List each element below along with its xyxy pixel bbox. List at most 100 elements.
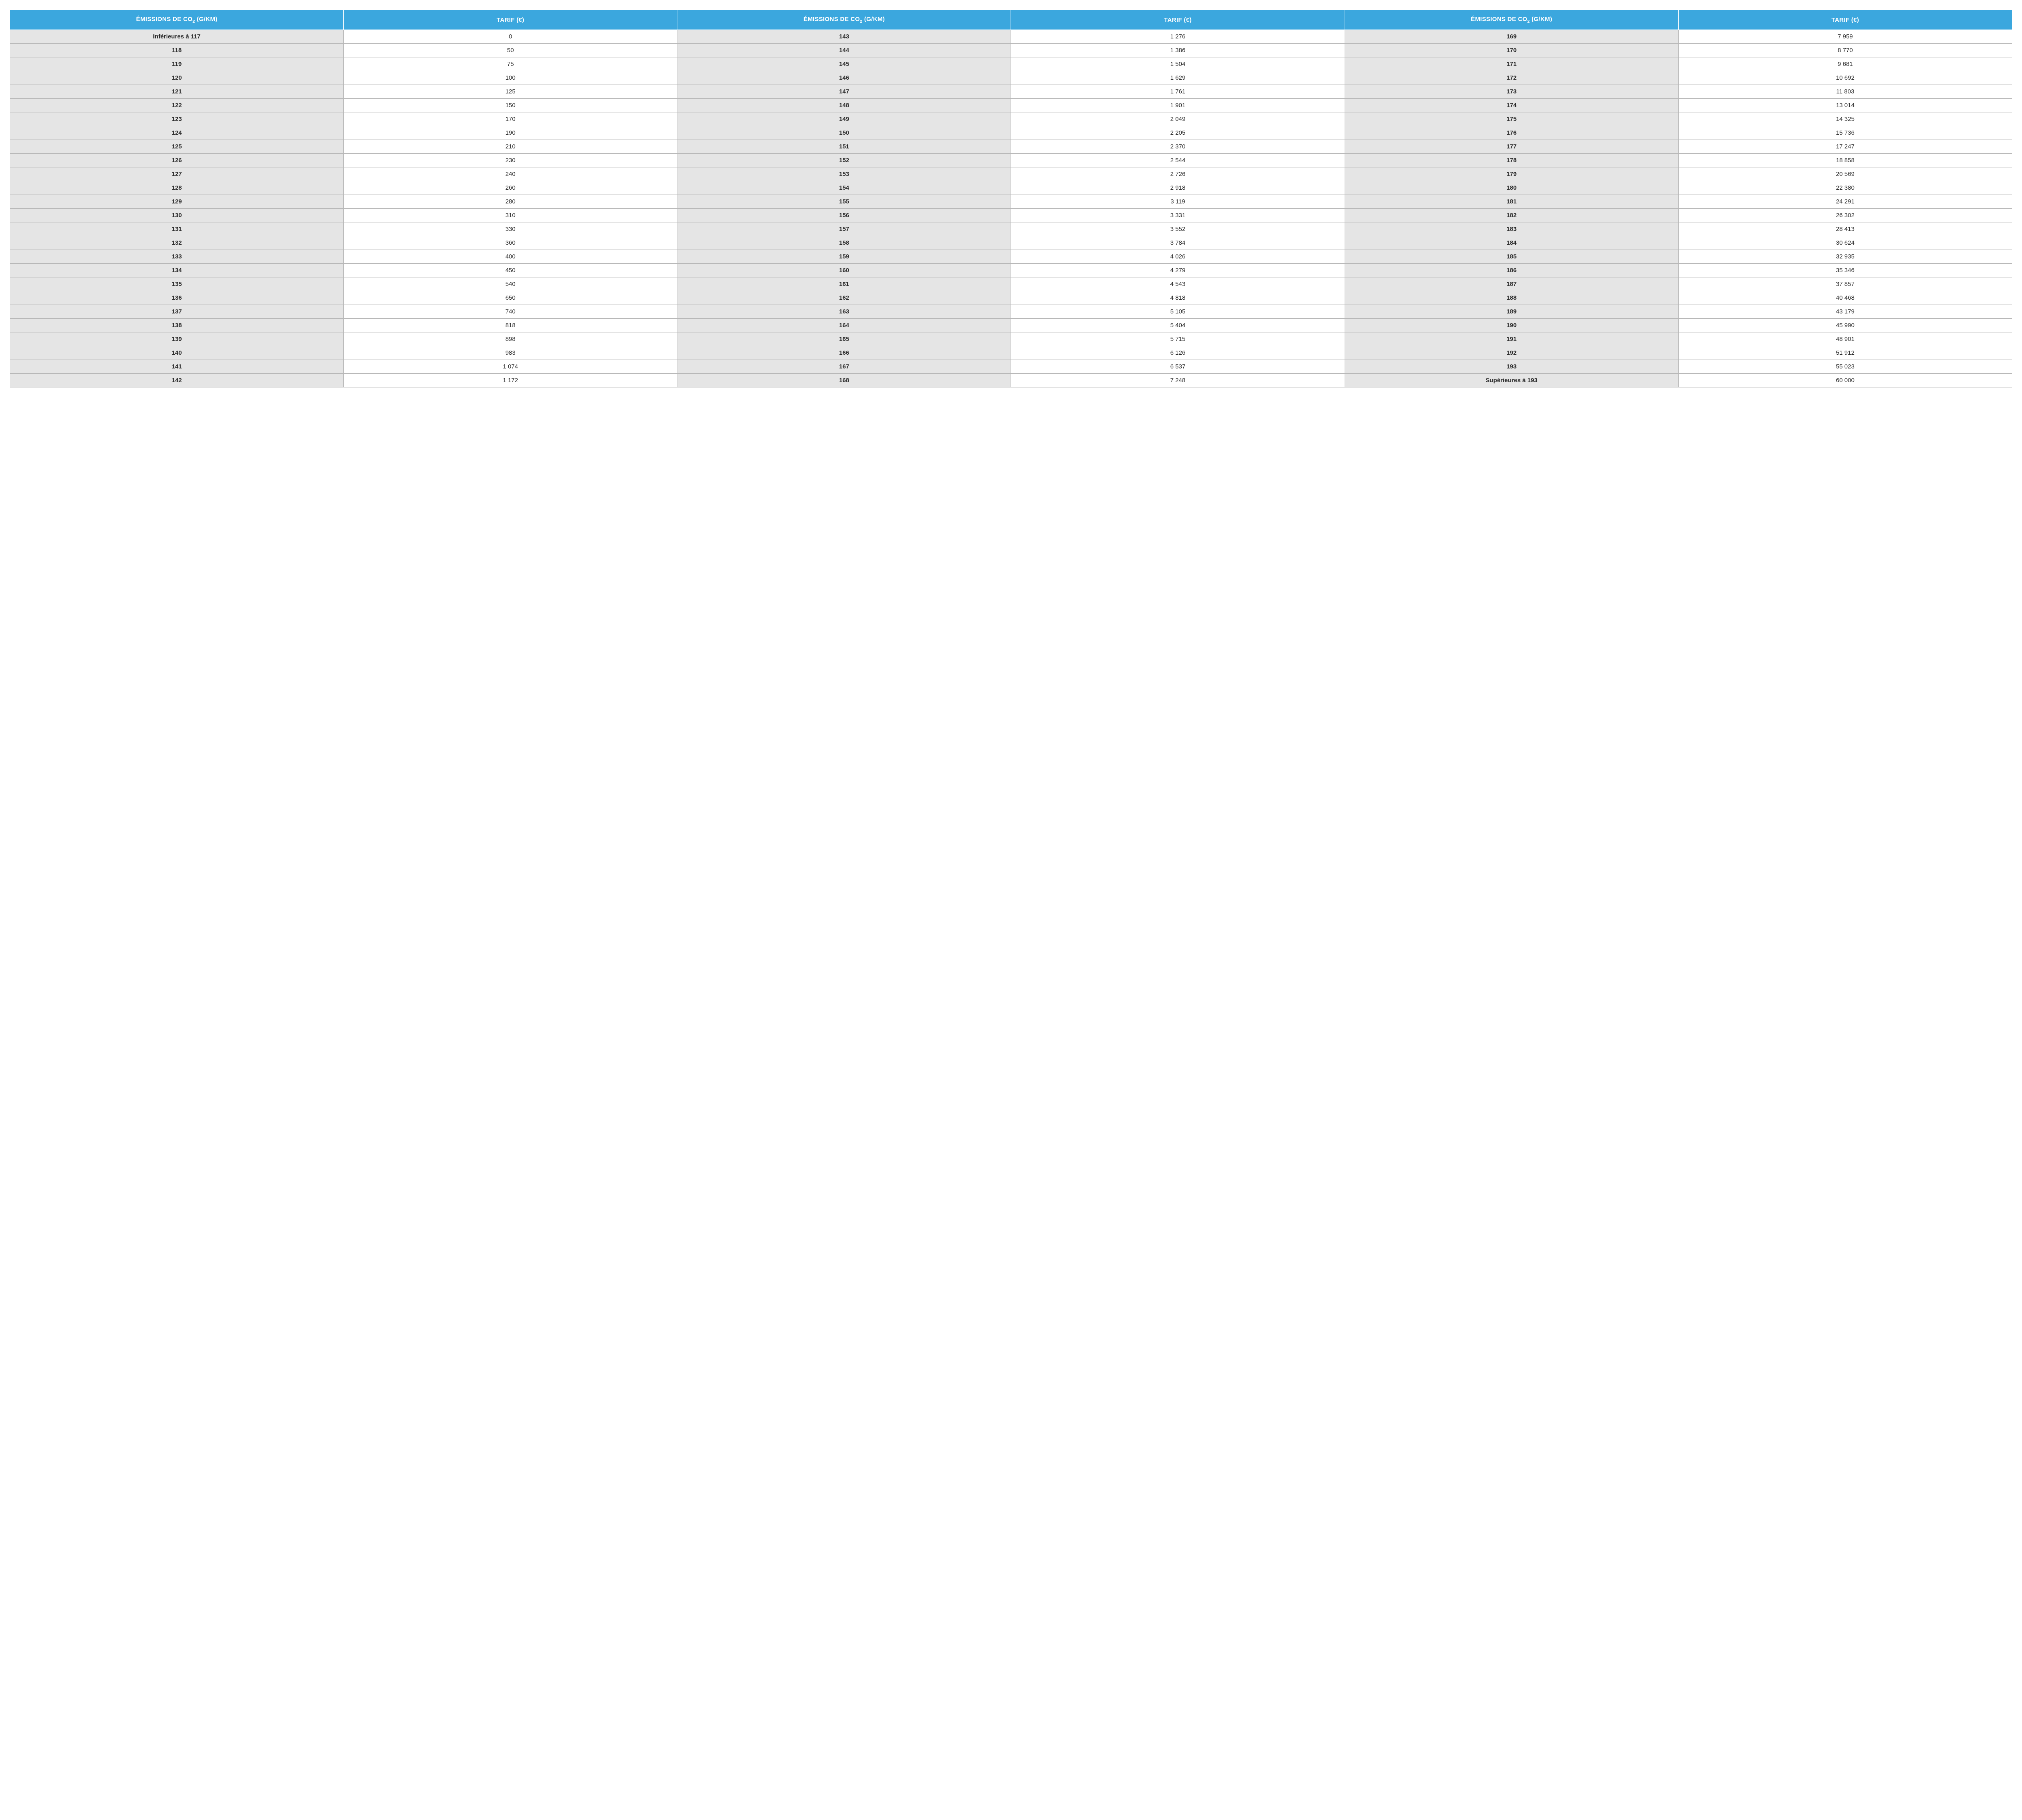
tarif-cell: 60 000: [1678, 374, 2012, 387]
table-body: Inférieures à 11701431 2761697 959118501…: [10, 30, 2012, 387]
table-row: 119751451 5041719 681: [10, 57, 2012, 71]
table-row: 1334001594 02618532 935: [10, 250, 2012, 264]
emission-cell: 150: [677, 126, 1011, 140]
tarif-cell: 170: [344, 112, 677, 126]
table-row: 1313301573 55218328 413: [10, 222, 2012, 236]
emission-cell: 119: [10, 57, 344, 71]
emission-cell: 126: [10, 154, 344, 167]
emission-cell: 160: [677, 264, 1011, 277]
tarif-cell: 0: [344, 30, 677, 44]
table-row: 1344501604 27918635 346: [10, 264, 2012, 277]
header-emissions-suffix: (g/km): [863, 16, 885, 23]
emission-cell: 184: [1345, 236, 1678, 250]
tarif-cell: 1 386: [1011, 44, 1345, 57]
tarif-cell: 28 413: [1678, 222, 2012, 236]
tarif-cell: 11 803: [1678, 85, 2012, 99]
emission-cell: 141: [10, 360, 344, 374]
table-row: 1411 0741676 53719355 023: [10, 360, 2012, 374]
emission-cell: 153: [677, 167, 1011, 181]
tarif-cell: 18 858: [1678, 154, 2012, 167]
col-header-emissions-1: ÉMISSIONS DE CO2 (g/km): [10, 10, 344, 30]
emission-cell: 190: [1345, 319, 1678, 332]
tarif-cell: 6 537: [1011, 360, 1345, 374]
emission-cell: Inférieures à 117: [10, 30, 344, 44]
tarif-cell: 540: [344, 277, 677, 291]
tarif-cell: 4 818: [1011, 291, 1345, 305]
tarif-cell: 150: [344, 99, 677, 112]
tarif-cell: 1 761: [1011, 85, 1345, 99]
emission-cell: 185: [1345, 250, 1678, 264]
emission-cell: 161: [677, 277, 1011, 291]
emission-cell: 118: [10, 44, 344, 57]
tarif-cell: 3 331: [1011, 209, 1345, 222]
tarif-cell: 37 857: [1678, 277, 2012, 291]
tarif-cell: 125: [344, 85, 677, 99]
emission-cell: 144: [677, 44, 1011, 57]
col-header-tarif-2: TARIF (€): [1011, 10, 1345, 30]
emission-cell: 124: [10, 126, 344, 140]
emission-cell: 163: [677, 305, 1011, 319]
table-row: 1388181645 40419045 990: [10, 319, 2012, 332]
emission-cell: 165: [677, 332, 1011, 346]
table-row: 1355401614 54318737 857: [10, 277, 2012, 291]
tarif-cell: 2 544: [1011, 154, 1345, 167]
table-header: ÉMISSIONS DE CO2 (g/km) TARIF (€) ÉMISSI…: [10, 10, 2012, 30]
emission-cell: 177: [1345, 140, 1678, 154]
tarif-cell: 983: [344, 346, 677, 360]
tarif-cell: 210: [344, 140, 677, 154]
emission-cell: 134: [10, 264, 344, 277]
emission-cell: 179: [1345, 167, 1678, 181]
emission-cell: 142: [10, 374, 344, 387]
emission-cell: 187: [1345, 277, 1678, 291]
tarif-cell: 1 629: [1011, 71, 1345, 85]
emission-cell: 139: [10, 332, 344, 346]
tarif-cell: 1 276: [1011, 30, 1345, 44]
emission-cell: 155: [677, 195, 1011, 209]
table-row: 1323601583 78418430 624: [10, 236, 2012, 250]
tarif-cell: 75: [344, 57, 677, 71]
col-header-emissions-3: ÉMISSIONS DE CO2 (g/km): [1345, 10, 1678, 30]
table-row: 1282601542 91818022 380: [10, 181, 2012, 195]
tarif-cell: 5 404: [1011, 319, 1345, 332]
emission-cell: 162: [677, 291, 1011, 305]
emission-cell: 129: [10, 195, 344, 209]
emission-cell: 180: [1345, 181, 1678, 195]
tarif-cell: 13 014: [1678, 99, 2012, 112]
table-row: 1303101563 33118226 302: [10, 209, 2012, 222]
tarif-cell: 50: [344, 44, 677, 57]
tarif-cell: 450: [344, 264, 677, 277]
table-row: 1252101512 37017717 247: [10, 140, 2012, 154]
tarif-cell: 2 049: [1011, 112, 1345, 126]
table-row: 118501441 3861708 770: [10, 44, 2012, 57]
tarif-cell: 6 126: [1011, 346, 1345, 360]
tarif-cell: 5 105: [1011, 305, 1345, 319]
emission-cell: 164: [677, 319, 1011, 332]
emission-cell: 186: [1345, 264, 1678, 277]
tarif-cell: 30 624: [1678, 236, 2012, 250]
tarif-cell: 2 726: [1011, 167, 1345, 181]
tarif-cell: 2 918: [1011, 181, 1345, 195]
tarif-cell: 5 715: [1011, 332, 1345, 346]
header-emissions-suffix: (g/km): [195, 16, 217, 23]
emission-cell: 174: [1345, 99, 1678, 112]
table-row: 1262301522 54417818 858: [10, 154, 2012, 167]
emission-cell: 169: [1345, 30, 1678, 44]
emission-cell: 176: [1345, 126, 1678, 140]
emission-cell: 189: [1345, 305, 1678, 319]
tarif-cell: 45 990: [1678, 319, 2012, 332]
tarif-cell: 26 302: [1678, 209, 2012, 222]
tarif-cell: 740: [344, 305, 677, 319]
tarif-cell: 330: [344, 222, 677, 236]
tarif-cell: 48 901: [1678, 332, 2012, 346]
header-emissions-prefix: ÉMISSIONS DE CO: [804, 16, 860, 23]
col-header-emissions-2: ÉMISSIONS DE CO2 (g/km): [677, 10, 1011, 30]
table-row: 1211251471 76117311 803: [10, 85, 2012, 99]
emission-cell: 149: [677, 112, 1011, 126]
tarif-cell: 7 248: [1011, 374, 1345, 387]
emission-cell: 156: [677, 209, 1011, 222]
header-emissions-prefix: ÉMISSIONS DE CO: [136, 16, 193, 23]
tarif-cell: 4 543: [1011, 277, 1345, 291]
tarif-cell: 10 692: [1678, 71, 2012, 85]
tarif-cell: 190: [344, 126, 677, 140]
tarif-cell: 22 380: [1678, 181, 2012, 195]
